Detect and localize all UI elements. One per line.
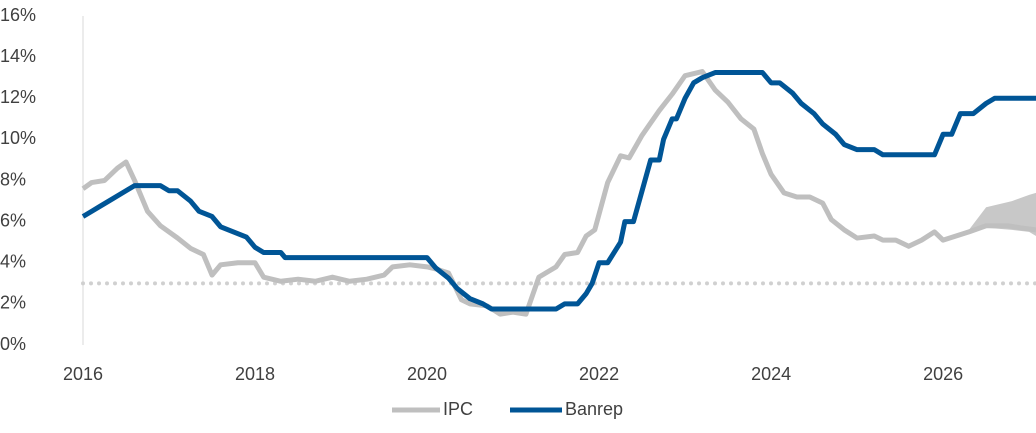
x-tick-label: 2026 bbox=[923, 364, 963, 384]
y-tick-label: 4% bbox=[0, 252, 26, 272]
x-tick-label: 2020 bbox=[407, 364, 447, 384]
legend-label: IPC bbox=[443, 399, 473, 419]
series-line bbox=[81, 69, 1036, 317]
x-tick-label: 2024 bbox=[751, 364, 791, 384]
y-tick-label: 8% bbox=[0, 169, 26, 189]
y-tick-label: 14% bbox=[0, 46, 36, 66]
y-tick-label: 6% bbox=[0, 210, 26, 230]
x-tick-label: 2022 bbox=[579, 364, 619, 384]
y-tick-label: 0% bbox=[0, 334, 26, 354]
x-tick-label: 2018 bbox=[235, 364, 275, 384]
series-line bbox=[81, 70, 1036, 312]
x-tick-label: 2016 bbox=[63, 364, 103, 384]
y-tick-label: 2% bbox=[0, 293, 26, 313]
legend-label: Banrep bbox=[565, 399, 623, 419]
y-tick-label: 10% bbox=[0, 128, 36, 148]
y-tick-label: 12% bbox=[0, 87, 36, 107]
y-tick-label: 16% bbox=[0, 5, 36, 25]
